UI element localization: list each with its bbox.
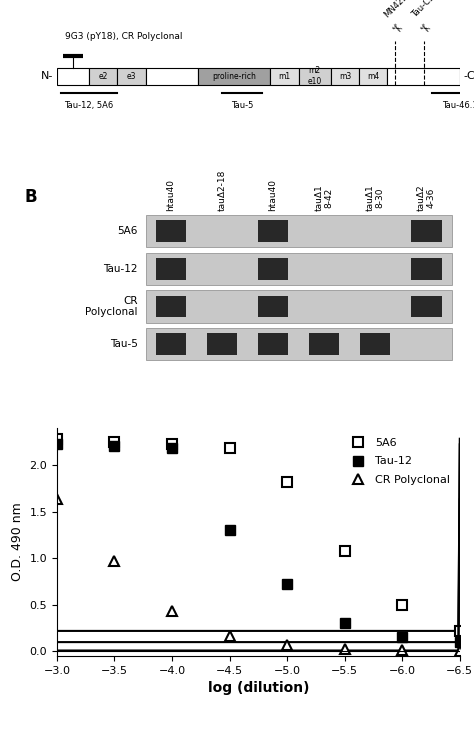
CR Polyclonal — [457, 646, 463, 655]
5A6 — [457, 626, 463, 635]
FancyBboxPatch shape — [411, 258, 441, 279]
Tau-12 — [54, 440, 60, 449]
CR Polyclonal — [342, 644, 347, 653]
FancyBboxPatch shape — [270, 68, 299, 85]
Text: proline-rich: proline-rich — [212, 71, 256, 81]
Text: Tau-5: Tau-5 — [231, 101, 254, 111]
Text: tauΔ1
8-30: tauΔ1 8-30 — [365, 184, 385, 211]
Text: -C: -C — [464, 71, 474, 81]
Tau-12 — [227, 526, 232, 534]
FancyBboxPatch shape — [359, 68, 387, 85]
Text: m2
e10: m2 e10 — [308, 66, 322, 86]
Text: 5A6: 5A6 — [117, 226, 137, 236]
Tau-12 — [111, 442, 117, 451]
FancyBboxPatch shape — [146, 68, 198, 85]
CR Polyclonal — [54, 495, 60, 504]
FancyBboxPatch shape — [156, 220, 186, 242]
Tau-12 — [400, 633, 405, 642]
FancyBboxPatch shape — [146, 253, 452, 285]
Text: m4: m4 — [367, 71, 379, 81]
5A6 — [400, 601, 405, 609]
5A6 — [342, 546, 347, 555]
Text: m1: m1 — [278, 71, 291, 81]
Text: m3: m3 — [339, 71, 351, 81]
5A6 — [227, 444, 232, 453]
Text: Tau-C3: Tau-C3 — [410, 0, 437, 20]
CR Polyclonal — [169, 607, 175, 616]
Text: e3: e3 — [127, 71, 136, 81]
FancyBboxPatch shape — [387, 68, 460, 85]
FancyBboxPatch shape — [89, 68, 117, 85]
Text: 9G3 (pY18), CR Polyclonal: 9G3 (pY18), CR Polyclonal — [65, 32, 182, 41]
FancyBboxPatch shape — [309, 333, 339, 355]
FancyBboxPatch shape — [156, 296, 186, 317]
Text: htau40: htau40 — [166, 179, 175, 211]
5A6 — [284, 477, 290, 486]
Text: Tau-12: Tau-12 — [103, 264, 137, 274]
Text: tauΔ2
4-36: tauΔ2 4-36 — [417, 184, 436, 211]
Tau-12 — [342, 619, 347, 628]
Line: CR Polyclonal: CR Polyclonal — [52, 494, 465, 655]
Text: MN423: MN423 — [382, 0, 409, 20]
Tau-12 — [284, 580, 290, 588]
5A6 — [54, 434, 60, 443]
FancyBboxPatch shape — [331, 68, 359, 85]
Text: N-: N- — [40, 71, 53, 81]
Text: Tau-5: Tau-5 — [109, 339, 137, 349]
Text: Tau-46.1: Tau-46.1 — [442, 101, 474, 111]
CR Polyclonal — [400, 645, 405, 654]
FancyBboxPatch shape — [258, 333, 288, 355]
FancyBboxPatch shape — [411, 296, 441, 317]
FancyBboxPatch shape — [258, 220, 288, 242]
5A6 — [111, 437, 117, 446]
Y-axis label: O.D. 490 nm: O.D. 490 nm — [11, 502, 24, 581]
Text: e2: e2 — [99, 71, 108, 81]
FancyBboxPatch shape — [299, 68, 331, 85]
Text: B: B — [25, 188, 37, 206]
Text: CR
Polyclonal: CR Polyclonal — [85, 296, 137, 317]
Text: Tau-12, 5A6: Tau-12, 5A6 — [64, 101, 114, 111]
Line: 5A6: 5A6 — [52, 434, 465, 636]
Text: ✂: ✂ — [416, 21, 431, 38]
CR Polyclonal — [227, 631, 232, 640]
FancyBboxPatch shape — [258, 258, 288, 279]
Text: tauΔ2-18: tauΔ2-18 — [218, 170, 227, 211]
FancyBboxPatch shape — [207, 333, 237, 355]
FancyBboxPatch shape — [411, 220, 441, 242]
FancyBboxPatch shape — [57, 68, 89, 85]
FancyBboxPatch shape — [360, 333, 391, 355]
FancyBboxPatch shape — [117, 68, 146, 85]
CR Polyclonal — [111, 556, 117, 565]
FancyBboxPatch shape — [156, 333, 186, 355]
CR Polyclonal — [284, 641, 290, 650]
Text: ✂: ✂ — [388, 21, 403, 38]
Tau-12 — [169, 444, 175, 453]
FancyBboxPatch shape — [146, 215, 452, 247]
FancyBboxPatch shape — [146, 290, 452, 323]
Text: tauΔ1
8-42: tauΔ1 8-42 — [314, 184, 334, 211]
Line: Tau-12: Tau-12 — [52, 440, 465, 647]
Text: htau40: htau40 — [269, 179, 278, 211]
Tau-12 — [457, 638, 463, 647]
FancyBboxPatch shape — [258, 296, 288, 317]
X-axis label: log (dilution): log (dilution) — [208, 682, 309, 695]
Legend: 5A6, Tau-12, CR Polyclonal: 5A6, Tau-12, CR Polyclonal — [343, 433, 454, 490]
FancyBboxPatch shape — [156, 258, 186, 279]
FancyBboxPatch shape — [146, 328, 452, 360]
FancyBboxPatch shape — [198, 68, 270, 85]
5A6 — [169, 440, 175, 449]
